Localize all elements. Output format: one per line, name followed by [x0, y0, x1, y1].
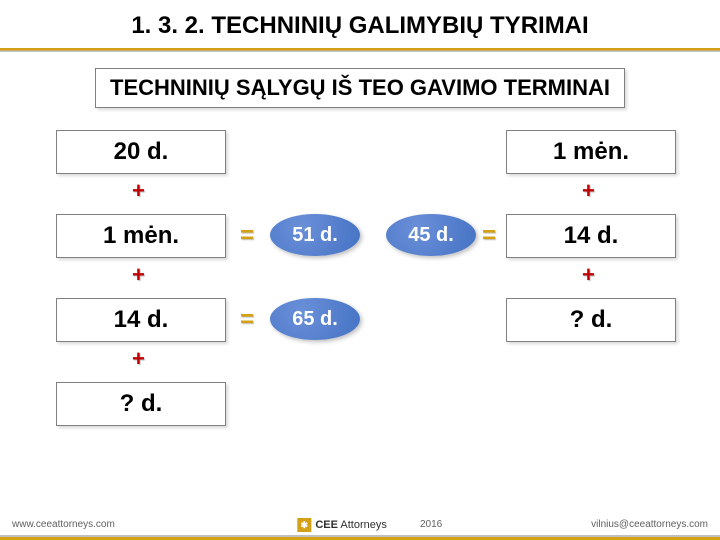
logo-icon: ✱: [297, 518, 311, 532]
footer-bar: [0, 535, 720, 540]
box-left-1: 20 d.: [56, 130, 226, 174]
subtitle-text: TECHNINIŲ SĄLYGŲ IŠ TEO GAVIMO TERMINAI: [110, 75, 610, 100]
box-left-2-text: 1 mėn.: [103, 222, 179, 250]
page-title: 1. 3. 2. TECHNINIŲ GALIMYBIŲ TYRIMAI: [0, 0, 720, 48]
box-right-2-text: 14 d.: [564, 222, 619, 250]
logo-suffix: Attorneys: [340, 519, 386, 531]
logo-prefix: CEE: [315, 519, 338, 531]
subtitle-box: TECHNINIŲ SĄLYGŲ IŠ TEO GAVIMO TERMINAI: [95, 68, 625, 108]
ellipse-51: 51 d.: [270, 214, 360, 256]
title-text: 1. 3. 2. TECHNINIŲ GALIMYBIŲ TYRIMAI: [131, 12, 588, 39]
op-plus-l1: +: [132, 178, 145, 204]
box-left-4: ? d.: [56, 382, 226, 426]
logo-text: CEE Attorneys: [315, 519, 387, 531]
box-left-1-text: 20 d.: [114, 138, 169, 166]
box-right-3-text: ? d.: [570, 306, 613, 334]
ellipse-45: 45 d.: [386, 214, 476, 256]
footer-logo: ✱ CEE Attorneys: [297, 518, 387, 532]
op-plus-l3: +: [132, 346, 145, 372]
box-left-3: 14 d.: [56, 298, 226, 342]
box-right-3: ? d.: [506, 298, 676, 342]
op-plus-l2: +: [132, 262, 145, 288]
op-eq-3: =: [240, 306, 254, 334]
title-underline: [0, 48, 720, 52]
ellipse-65-text: 65 d.: [292, 308, 338, 331]
diagram-area: 20 d. 1 mėn. 14 d. ? d. 1 mėn. 14 d. ? d…: [0, 122, 720, 482]
ellipse-45-text: 45 d.: [408, 224, 454, 247]
footer-right: vilnius@ceeattorneys.com: [591, 519, 708, 530]
op-plus-r2: +: [582, 262, 595, 288]
op-plus-r1: +: [582, 178, 595, 204]
box-right-1: 1 mėn.: [506, 130, 676, 174]
box-right-1-text: 1 mėn.: [553, 138, 629, 166]
box-left-4-text: ? d.: [120, 390, 163, 418]
box-left-3-text: 14 d.: [114, 306, 169, 334]
footer-left: www.ceeattorneys.com: [12, 519, 115, 530]
footer-year: 2016: [420, 519, 442, 530]
op-eq-1: =: [240, 222, 254, 250]
box-right-2: 14 d.: [506, 214, 676, 258]
ellipse-51-text: 51 d.: [292, 224, 338, 247]
box-left-2: 1 mėn.: [56, 214, 226, 258]
op-eq-2: =: [482, 222, 496, 250]
ellipse-65: 65 d.: [270, 298, 360, 340]
